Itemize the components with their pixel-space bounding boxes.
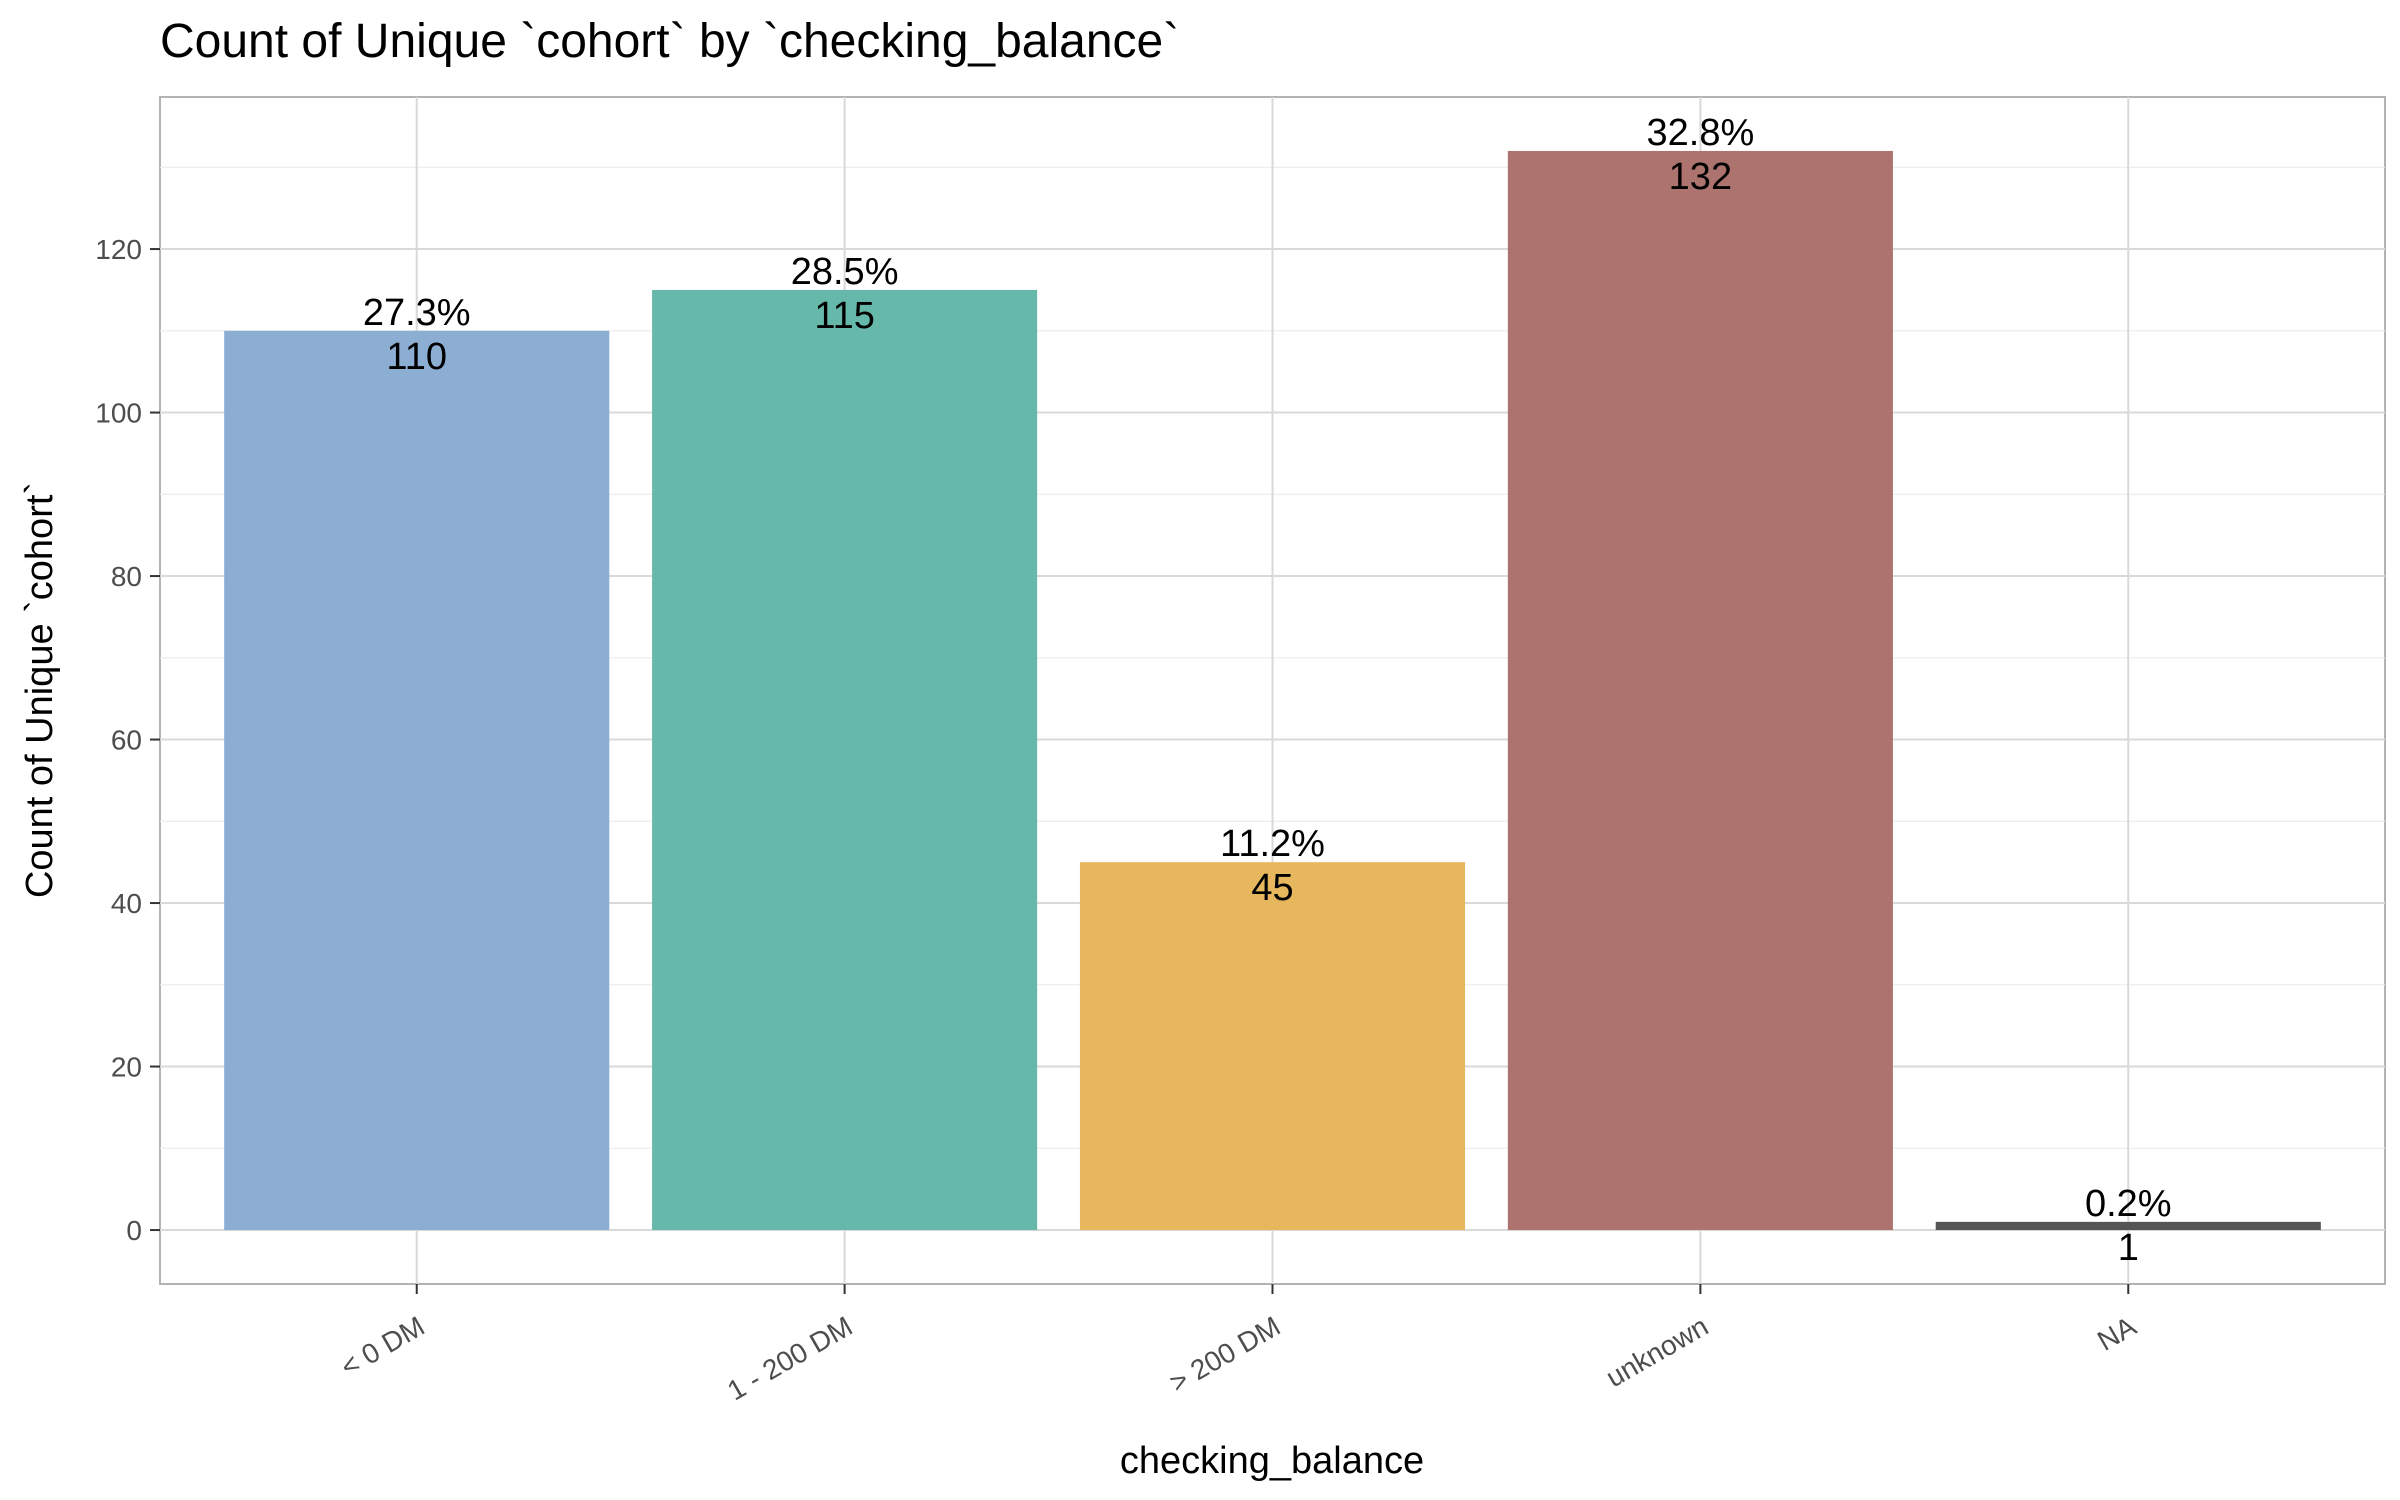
percent-label: 32.8% [1647,112,1755,154]
count-label: 1 [2118,1227,2139,1269]
y-tick-label: 0 [126,1215,142,1246]
bar-4 [1935,1221,2321,1231]
percent-label: 0.2% [2085,1183,2172,1225]
bar-0 [224,330,610,1231]
x-axis: < 0 DM 1 - 200 DM > 200 DM unknown NA [335,1284,2142,1406]
x-tick-label: unknown [1601,1310,1714,1393]
x-tick-label: > 200 DM [1164,1310,1285,1398]
percent-label: 27.3% [363,292,471,334]
count-label: 45 [1251,867,1293,909]
bar-2 [1079,862,1466,1231]
x-tick-label: < 0 DM [335,1310,429,1382]
count-label: 115 [814,295,875,337]
percent-label: 11.2% [1220,823,1325,865]
bar-1 [652,289,1038,1231]
y-tick-label: 80 [111,561,142,592]
y-tick-label: 40 [111,888,142,919]
y-tick-label: 60 [111,725,142,756]
count-label: 132 [1669,156,1732,198]
y-axis-title: Count of Unique `cohort` [19,482,61,898]
y-tick-label: 20 [111,1052,142,1083]
bars [224,150,2321,1231]
x-tick-label: 1 - 200 DM [722,1310,857,1406]
chart-title: Count of Unique `cohort` by `checking_ba… [160,15,1180,68]
x-tick-label: NA [2092,1310,2141,1356]
percent-label: 28.5% [791,251,899,293]
bar-3 [1507,150,1893,1231]
y-axis: 0 20 40 60 80 100 120 [95,234,160,1246]
y-tick-label: 120 [95,234,142,265]
x-axis-title: checking_balance [1120,1440,1424,1482]
data-labels: 27.3%110 28.5%115 11.2%45 32.8%132 0.2%1 [363,112,2172,1269]
y-tick-label: 100 [95,398,142,429]
count-label: 110 [386,336,447,378]
